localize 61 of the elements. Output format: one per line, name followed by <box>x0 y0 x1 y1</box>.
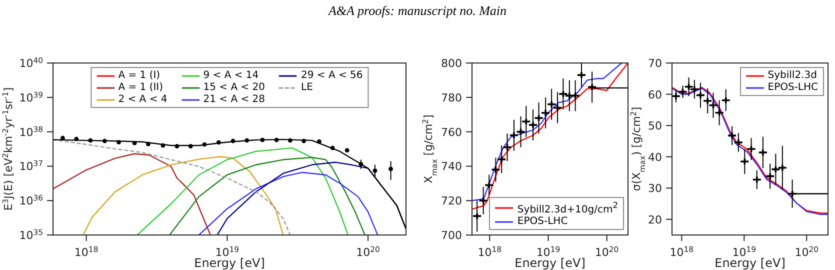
x-tick-label: 10$^{19}$ <box>215 244 240 259</box>
y-tick-label: 10$^{37}$ <box>19 158 44 174</box>
y-tick-label: 50 <box>648 120 662 133</box>
y-tick-label: 20 <box>648 213 662 226</box>
y-tick-label: 30 <box>648 182 662 196</box>
y-tick-label: 40 <box>648 150 662 164</box>
x-axis-title: Energy [eV] <box>194 256 265 270</box>
x-tick-label: 10$^{18}$ <box>670 244 694 259</box>
point <box>765 172 775 180</box>
legend-label: EPOS-LHC <box>768 82 818 93</box>
point <box>758 148 768 156</box>
x-tick-label: 10$^{18}$ <box>478 244 502 259</box>
y-tick-label: 10$^{38}$ <box>19 124 44 139</box>
x-tick-label: 10$^{18}$ <box>74 244 98 259</box>
y-tick-label: 720 <box>441 194 462 208</box>
legend-label: LE <box>301 82 313 93</box>
legend-label: 9 < A < 14 <box>203 70 259 81</box>
x-axis-title: Energy [eV] <box>514 256 586 270</box>
y-tick-label: 70 <box>648 57 662 70</box>
point <box>516 128 526 136</box>
point <box>534 114 544 122</box>
point <box>388 166 393 172</box>
y-tick-label: 780 <box>441 91 462 104</box>
legend-label: 29 < A < 56 <box>301 70 363 81</box>
legend-label: 21 < A < 28 <box>203 94 266 105</box>
point <box>714 108 724 117</box>
legend-label: Sybill2.3d+10g/cm$^{2}$ <box>517 200 618 216</box>
y-tick-label: 700 <box>441 229 462 242</box>
y-tick-label: 760 <box>441 126 462 139</box>
text: A&A proofs: manuscript no. Main <box>328 3 507 18</box>
point <box>672 92 681 100</box>
point <box>778 164 788 172</box>
point <box>752 176 762 184</box>
y-tick-label: 10$^{40}$ <box>19 56 44 70</box>
y-tick-label: 10$^{36}$ <box>19 193 44 208</box>
point <box>472 212 482 220</box>
point <box>490 166 501 174</box>
point <box>358 162 364 166</box>
point <box>740 158 750 166</box>
y-tick-label: 10$^{35}$ <box>19 228 44 242</box>
y-tick-label: 60 <box>648 88 662 102</box>
point <box>576 71 586 79</box>
x-tick-label: 10$^{19}$ <box>732 244 756 259</box>
legend-label: 15 < A < 20 <box>203 82 266 93</box>
legend-label: A = 1 (I) <box>118 70 160 81</box>
legend-label: 2 < A < 4 <box>118 94 168 105</box>
y-tick-label: 800 <box>441 57 462 70</box>
legend-label: Sybill2.3d <box>768 70 817 81</box>
x-tick-label: 10$^{20}$ <box>794 244 819 259</box>
legend-label: A = 1 (II) <box>118 82 164 93</box>
x-axis-title: Energy [eV] <box>714 256 786 270</box>
point <box>770 165 781 174</box>
y-tick-label: 740 <box>441 160 462 174</box>
x-tick-label: 10$^{20}$ <box>594 244 619 259</box>
x-tick-label: 10$^{20}$ <box>356 244 380 259</box>
x-tick-label: 10$^{19}$ <box>536 244 560 259</box>
point <box>540 108 550 117</box>
point <box>727 132 737 140</box>
y-tick-label: 10$^{39}$ <box>19 90 44 104</box>
legend-label: EPOS-LHC <box>517 216 568 228</box>
point <box>372 168 378 173</box>
